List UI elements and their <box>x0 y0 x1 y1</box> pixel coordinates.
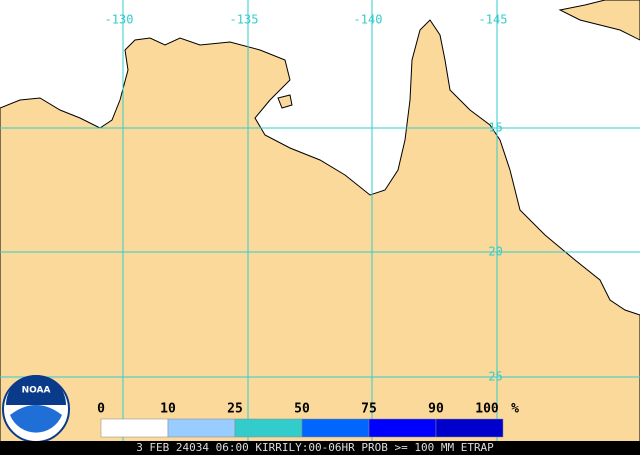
logo-text: NOAA <box>22 386 51 396</box>
legend-swatch <box>368 418 437 438</box>
legend-label: 10 <box>160 402 176 417</box>
lat-label: -25 <box>481 370 503 384</box>
island <box>558 0 640 41</box>
legend-label: 50 <box>294 402 310 417</box>
lat-label: -20 <box>481 245 503 259</box>
legend-label: 90 <box>428 402 444 417</box>
caption: 3 FEB 24034 06:00 KIRRILY:00-06HR PROB >… <box>136 441 494 454</box>
lon-label: -145 <box>479 13 508 27</box>
legend-label: 0 <box>97 402 105 417</box>
logo-bottom <box>10 405 62 433</box>
island <box>277 94 293 109</box>
land <box>0 19 640 455</box>
lon-label: -135 <box>230 13 259 27</box>
legend-swatch <box>167 418 236 438</box>
legend-swatch <box>301 418 370 438</box>
lon-label: -130 <box>105 13 134 27</box>
lat-label: -15 <box>481 121 503 135</box>
lon-label: -140 <box>354 13 383 27</box>
legend-swatch <box>435 418 504 438</box>
legend-swatch <box>234 418 303 438</box>
logo-top <box>6 375 66 405</box>
legend-label: 25 <box>227 402 243 417</box>
legend-label: 100 <box>475 402 499 417</box>
legend-unit: % <box>511 402 519 417</box>
legend-label: 75 <box>361 402 377 417</box>
legend-swatch <box>100 418 169 438</box>
noaa-logo: NOAA <box>2 375 70 443</box>
caption-bar <box>0 441 640 455</box>
